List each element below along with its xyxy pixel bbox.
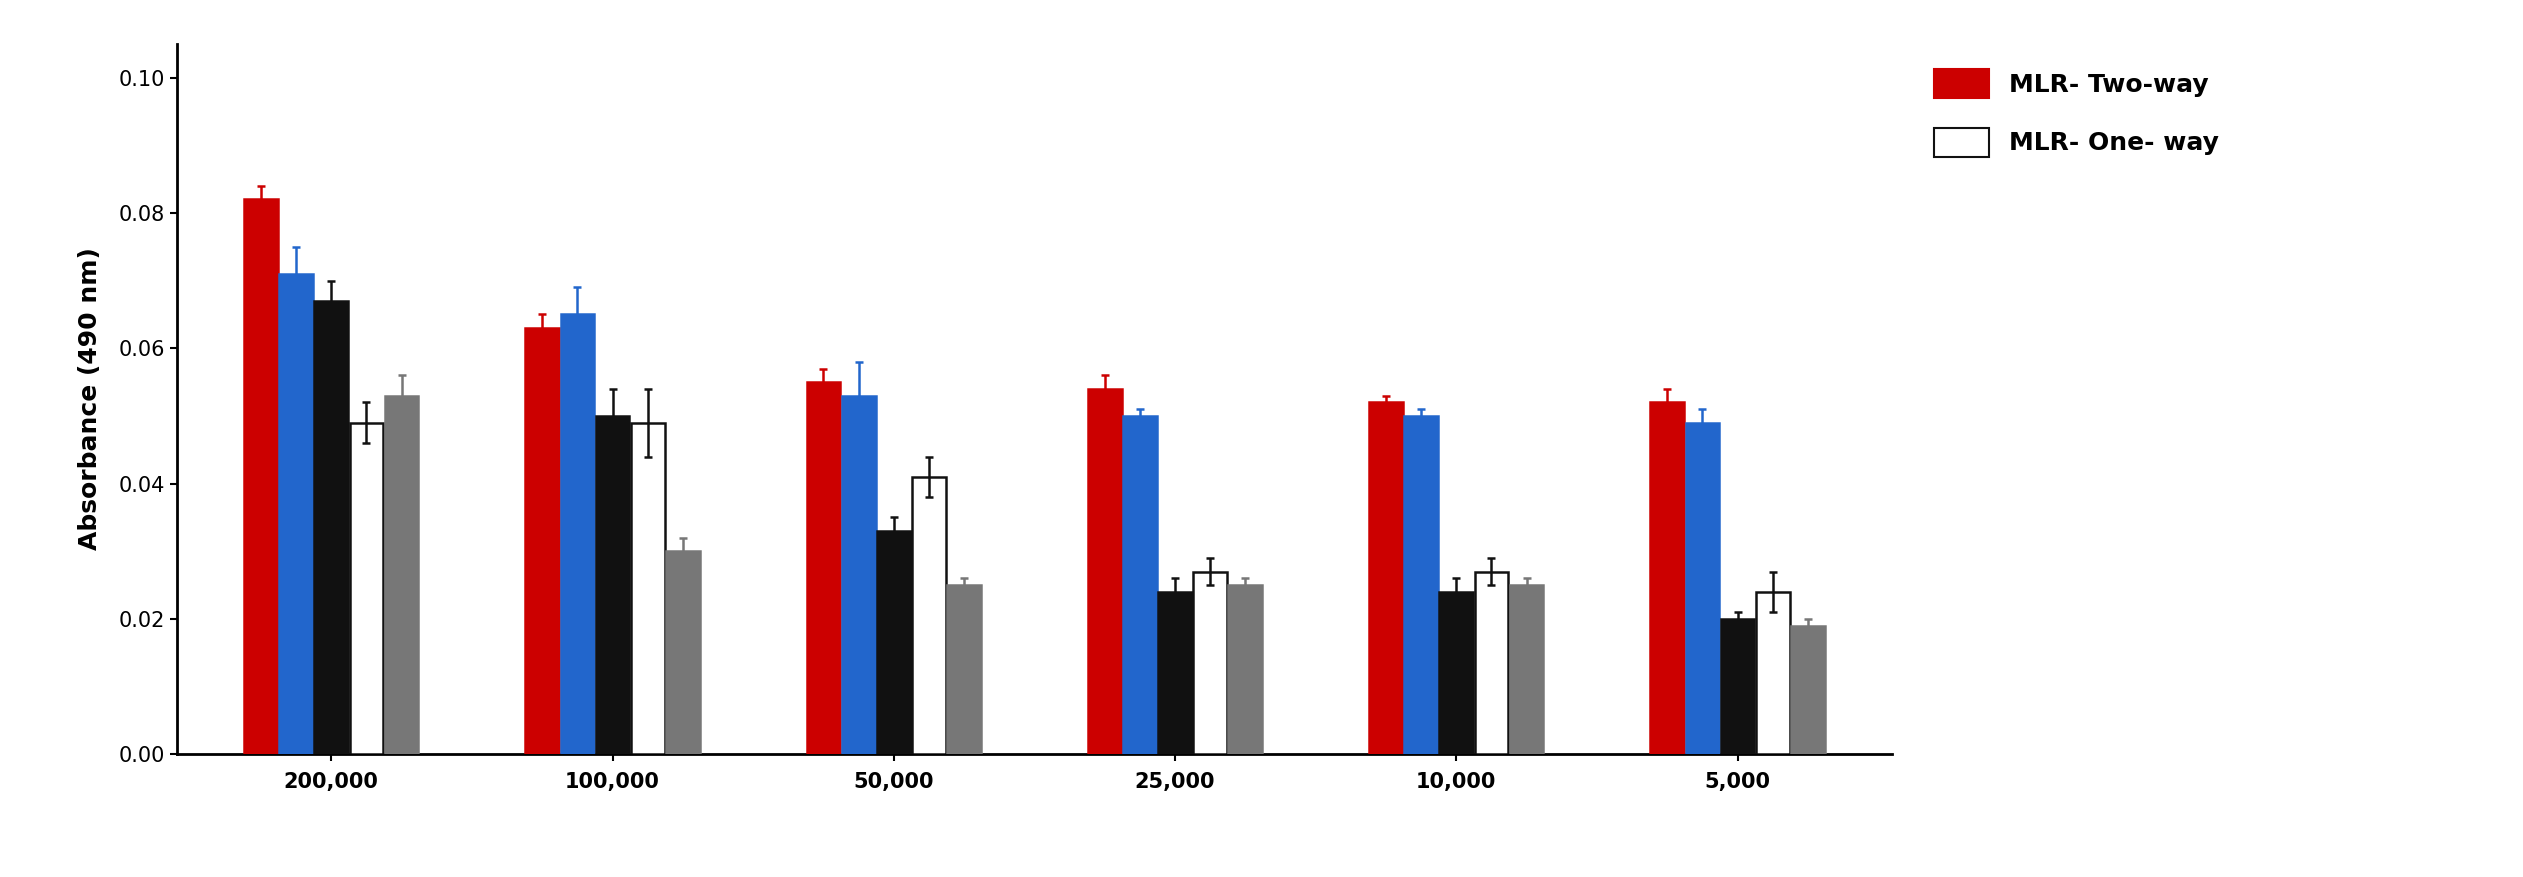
Bar [1685, 423, 1718, 754]
Bar [878, 531, 911, 754]
Bar [1087, 389, 1123, 754]
Bar [560, 315, 595, 754]
Bar [245, 199, 278, 754]
Legend: MLR- Two-way, MLR- One- way: MLR- Two-way, MLR- One- way [1923, 56, 2233, 169]
Bar [1650, 403, 1685, 754]
Bar [1473, 572, 1509, 754]
Bar [631, 423, 664, 754]
Bar [1509, 585, 1544, 754]
Bar [913, 477, 946, 754]
Bar [525, 328, 560, 754]
Bar [595, 416, 628, 754]
Bar [383, 396, 419, 754]
Bar [946, 585, 981, 754]
Bar [807, 382, 840, 754]
Bar [1791, 625, 1824, 754]
Bar [1405, 416, 1438, 754]
Bar [351, 423, 383, 754]
Bar [1229, 585, 1262, 754]
Bar [1193, 572, 1226, 754]
Bar [1441, 592, 1473, 754]
Bar [315, 301, 348, 754]
Bar [1158, 592, 1191, 754]
Bar [1123, 416, 1156, 754]
Bar [280, 274, 313, 754]
Bar [1370, 403, 1403, 754]
Bar [666, 552, 699, 754]
Bar [1756, 592, 1789, 754]
Y-axis label: Absorbance (490 nm): Absorbance (490 nm) [78, 247, 101, 551]
Bar [1721, 619, 1753, 754]
Bar [843, 396, 875, 754]
